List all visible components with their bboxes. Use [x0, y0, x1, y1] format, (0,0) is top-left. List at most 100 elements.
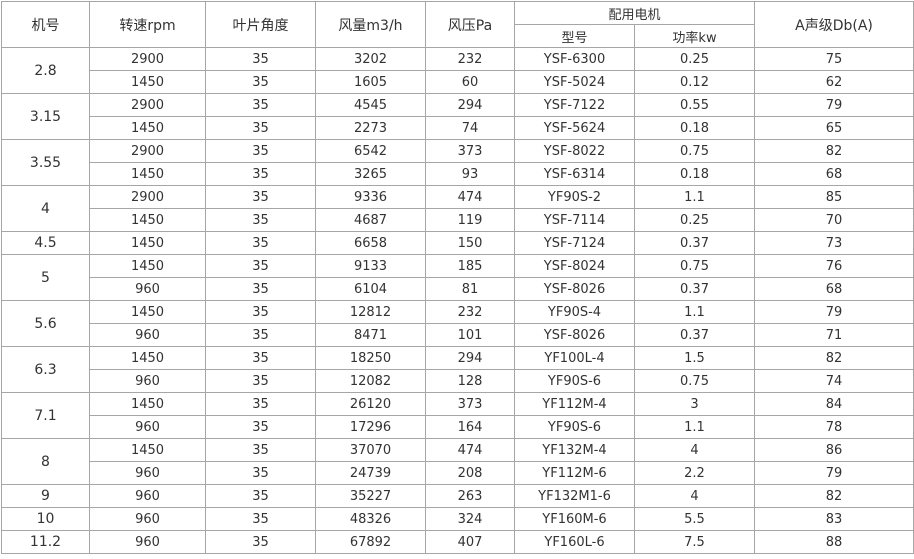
cell-motor-power: 0.55 — [633, 93, 756, 117]
cell-blade-angle: 35 — [205, 392, 316, 416]
cell-pressure: 128 — [425, 369, 515, 393]
cell-airflow: 37070 — [315, 438, 426, 462]
cell-noise: 68 — [754, 162, 914, 186]
cell-airflow: 9336 — [315, 185, 426, 209]
cell-motor-type: YSF-6300 — [514, 47, 635, 71]
cell-blade-angle: 35 — [205, 484, 316, 508]
cell-blade-angle: 35 — [205, 208, 316, 232]
table-row: 1450 35 4687 119 YSF-7114 0.25 70 — [2, 208, 914, 232]
cell-noise: 75 — [754, 47, 914, 71]
cell-motor-power: 0.25 — [633, 208, 756, 232]
cell-blade-angle: 35 — [205, 323, 316, 347]
cell-model-no: 4.5 — [1, 231, 90, 255]
cell-noise: 79 — [754, 300, 914, 324]
cell-blade-angle: 35 — [205, 438, 316, 462]
cell-speed: 1450 — [89, 162, 206, 186]
cell-blade-angle: 35 — [205, 231, 316, 255]
cell-model-no: 9 — [1, 484, 90, 508]
header-noise: A声级Db(A) — [754, 1, 914, 48]
table-row: 2.8 2900 35 3202 232 YSF-6300 0.25 75 — [1, 47, 914, 94]
cell-pressure: 294 — [425, 346, 515, 370]
cell-pressure: 60 — [425, 70, 515, 94]
cell-pressure: 373 — [425, 139, 515, 163]
cell-pressure: 101 — [425, 323, 515, 347]
cell-blade-angle: 35 — [205, 47, 316, 71]
cell-airflow: 12812 — [315, 300, 426, 324]
cell-airflow: 3265 — [315, 162, 426, 186]
header-speed: 转速rpm — [89, 1, 206, 48]
cell-speed: 960 — [89, 277, 206, 301]
cell-noise: 70 — [754, 208, 914, 232]
cell-pressure: 150 — [425, 231, 515, 255]
cell-blade-angle: 35 — [205, 461, 316, 485]
cell-noise: 86 — [754, 438, 914, 462]
header-motor-power: 功率kw — [633, 24, 756, 48]
cell-airflow: 4545 — [315, 93, 426, 117]
cell-motor-power: 0.12 — [633, 70, 756, 94]
table-row: 960 35 24739 208 YF112M-6 2.2 79 — [2, 461, 914, 485]
cell-model-no: 5 — [1, 254, 90, 301]
header-blade-angle: 叶片角度 — [205, 1, 316, 48]
cell-airflow: 3202 — [315, 47, 426, 71]
table-row: 960 35 17296 164 YF90S-6 1.1 78 — [2, 415, 914, 439]
cell-blade-angle: 35 — [205, 300, 316, 324]
cell-speed: 1450 — [89, 300, 206, 324]
cell-blade-angle: 35 — [205, 162, 316, 186]
cell-airflow: 24739 — [315, 461, 426, 485]
table-row: 8 1450 35 37070 474 YF132M-4 4 86 — [1, 438, 914, 485]
cell-pressure: 185 — [425, 254, 515, 278]
cell-motor-type: YSF-7122 — [514, 93, 635, 117]
cell-speed: 1450 — [89, 346, 206, 370]
cell-airflow: 4687 — [315, 208, 426, 232]
cell-motor-type: YSF-8026 — [514, 277, 635, 301]
cell-motor-type: YF112M-4 — [514, 392, 635, 416]
cell-speed: 960 — [89, 369, 206, 393]
cell-airflow: 8471 — [315, 323, 426, 347]
cell-pressure: 474 — [425, 185, 515, 209]
cell-motor-power: 3 — [633, 392, 756, 416]
cell-motor-power: 1.1 — [633, 415, 756, 439]
table-row: 10 960 35 48326 324 YF160M-6 5.5 83 — [1, 507, 914, 531]
header-model-no: 机号 — [1, 1, 90, 48]
cell-blade-angle: 35 — [205, 530, 316, 554]
cell-noise: 79 — [754, 461, 914, 485]
cell-motor-type: YSF-8022 — [514, 139, 635, 163]
cell-model-no: 10 — [1, 507, 90, 531]
cell-motor-type: YF112M-6 — [514, 461, 635, 485]
cell-pressure: 74 — [425, 116, 515, 140]
cell-blade-angle: 35 — [205, 185, 316, 209]
cell-speed: 1450 — [89, 116, 206, 140]
cell-noise: 65 — [754, 116, 914, 140]
cell-airflow: 17296 — [315, 415, 426, 439]
cell-pressure: 93 — [425, 162, 515, 186]
header-motor: 配用电机 — [513, 1, 756, 25]
cell-blade-angle: 35 — [205, 369, 316, 393]
cell-blade-angle: 35 — [205, 116, 316, 140]
table-row: 1450 35 1605 60 YSF-5024 0.12 62 — [2, 70, 914, 94]
cell-motor-type: YF90S-6 — [514, 415, 635, 439]
table-header: 机号 转速rpm 叶片角度 风量m3/h 风压Pa 配用电机 A声级Db(A) … — [1, 1, 914, 48]
cell-motor-power: 0.25 — [633, 47, 756, 71]
cell-motor-type: YF90S-6 — [514, 369, 635, 393]
cell-blade-angle: 35 — [205, 70, 316, 94]
cell-motor-type: YF90S-4 — [514, 300, 635, 324]
table-row: 1450 35 3265 93 YSF-6314 0.18 68 — [2, 162, 914, 186]
table-row: 5 1450 35 9133 185 YSF-8024 0.75 76 — [1, 254, 914, 301]
cell-motor-power: 1.5 — [633, 346, 756, 370]
cell-noise: 68 — [754, 277, 914, 301]
cell-speed: 960 — [89, 530, 206, 554]
cell-noise: 82 — [754, 139, 914, 163]
cell-noise: 83 — [754, 507, 914, 531]
cell-speed: 2900 — [89, 93, 206, 117]
cell-noise: 78 — [754, 415, 914, 439]
table-row: 3.15 2900 35 4545 294 YSF-7122 0.55 79 — [1, 93, 914, 140]
cell-motor-power: 1.1 — [633, 185, 756, 209]
cell-airflow: 67892 — [315, 530, 426, 554]
cell-motor-type: YSF-8024 — [514, 254, 635, 278]
cell-pressure: 373 — [425, 392, 515, 416]
cell-noise: 62 — [754, 70, 914, 94]
table-row: 960 35 8471 101 YSF-8026 0.37 71 — [2, 323, 914, 347]
table-row: 4 2900 35 9336 474 YF90S-2 1.1 85 — [1, 185, 914, 232]
cell-blade-angle: 35 — [205, 415, 316, 439]
cell-motor-power: 0.37 — [633, 323, 756, 347]
